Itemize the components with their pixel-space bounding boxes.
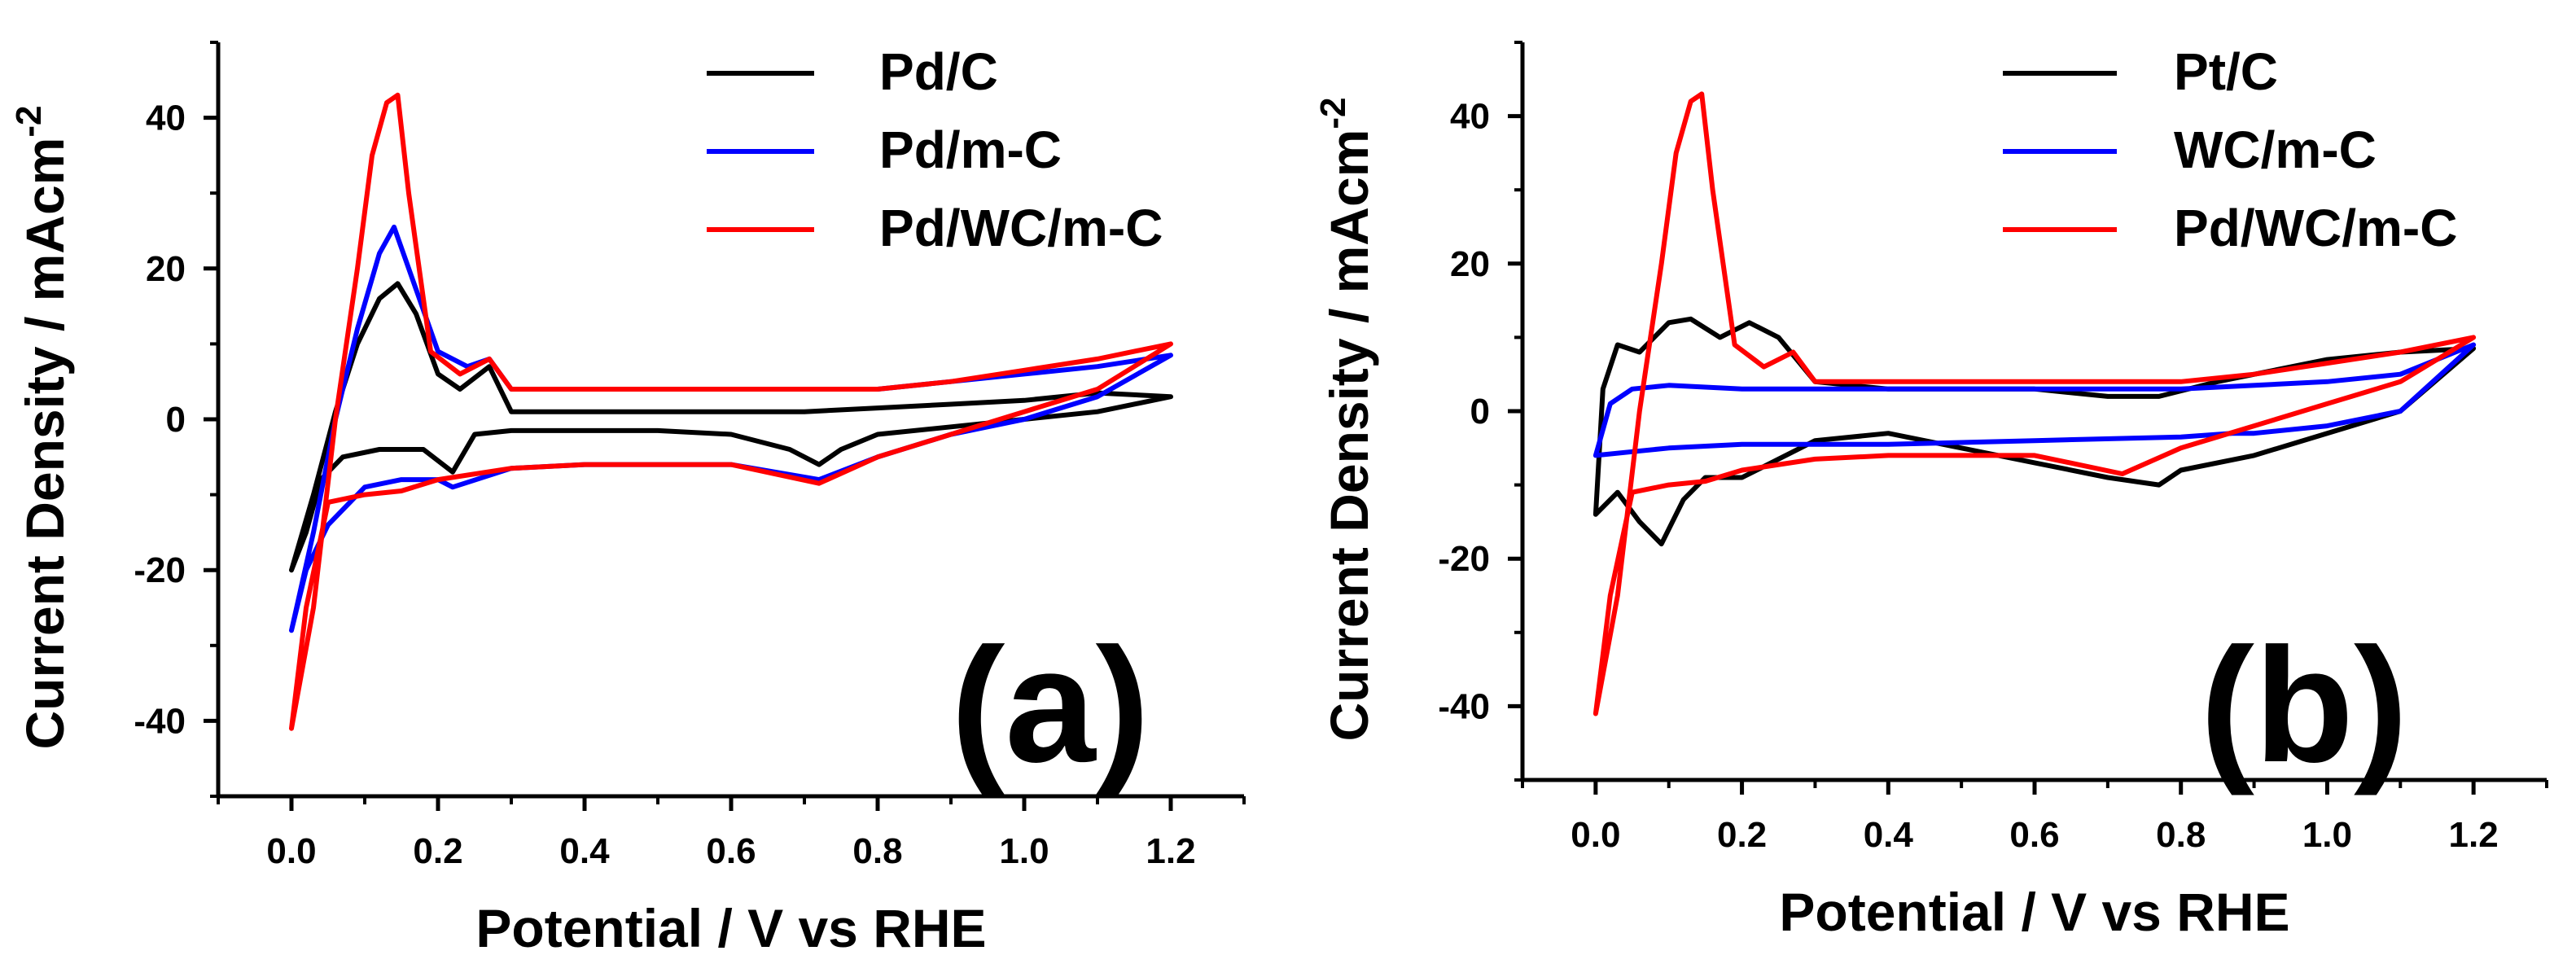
legend-label: Pd/C bbox=[879, 42, 998, 101]
x-tick-label: 0.8 bbox=[2156, 815, 2206, 855]
y-axis-title-text: Current Density / mAcm bbox=[1319, 129, 1379, 742]
y-axis-title-superscript: -2 bbox=[9, 106, 49, 138]
x-tick-label: 1.2 bbox=[2449, 815, 2499, 855]
x-tick-label: 0.4 bbox=[1864, 815, 1914, 855]
series-pt-c bbox=[1592, 316, 2477, 547]
x-tick-label: 0.0 bbox=[266, 831, 316, 871]
legend-label: Pt/C bbox=[2174, 42, 2278, 101]
panel-a: 0.0 0.2 0.4 0.6 0.8 1.0 1.2 -40 -20 0 20 40 Potentia… bbox=[9, 41, 1246, 958]
series-pd-c bbox=[289, 281, 1173, 573]
y-tick-label: -20 bbox=[134, 550, 186, 590]
y-tick-label: 0 bbox=[166, 400, 186, 440]
x-tick-label: 1.0 bbox=[999, 831, 1049, 871]
y-axis-title: Current Density / mAcm-2 bbox=[9, 106, 75, 750]
y-tick-label: 40 bbox=[146, 99, 186, 138]
legend-label: Pd/m-C bbox=[879, 120, 1062, 179]
x-tick-label: 0.6 bbox=[2009, 815, 2059, 855]
x-tick-label: 0.8 bbox=[852, 831, 902, 871]
y-tick-label: 0 bbox=[1470, 392, 1490, 432]
x-tick-label: 0.4 bbox=[559, 831, 610, 871]
y-axis-title-superscript: -2 bbox=[1313, 98, 1353, 129]
x-tick-label: 0.2 bbox=[1717, 815, 1767, 855]
panel-b: 0.0 0.2 0.4 0.6 0.8 1.0 1.2 -40 -20 0 20 40 Potentia… bbox=[1313, 41, 2548, 942]
panel-label: (a) bbox=[951, 615, 1150, 796]
x-axis-title: Potential / V vs RHE bbox=[475, 898, 986, 958]
legend-label: Pd/WC/m-C bbox=[879, 199, 1163, 257]
panel-label: (b) bbox=[2200, 615, 2407, 796]
y-tick-label: 40 bbox=[1450, 97, 1490, 137]
y-tick-label: 20 bbox=[146, 249, 186, 289]
x-tick-label: 0.6 bbox=[706, 831, 756, 871]
x-tick-label: 1.0 bbox=[2302, 815, 2352, 855]
series-pd-wc-m-c bbox=[289, 92, 1173, 731]
y-axis-title: Current Density / mAcm-2 bbox=[1313, 98, 1379, 742]
y-tick-label: -20 bbox=[1438, 539, 1490, 579]
y-tick-label: -40 bbox=[134, 701, 186, 741]
y-axis-title-text: Current Density / mAcm bbox=[15, 138, 75, 750]
y-tick-label: 20 bbox=[1450, 244, 1490, 284]
series-pd-m-c bbox=[289, 224, 1173, 633]
x-tick-label: 0.0 bbox=[1571, 815, 1620, 855]
y-tick-label: -40 bbox=[1438, 686, 1490, 726]
legend-label: WC/m-C bbox=[2174, 120, 2377, 179]
legend-label: Pd/WC/m-C bbox=[2174, 199, 2457, 257]
series-pd-wc-m-c bbox=[1592, 91, 2477, 716]
x-axis-title: Potential / V vs RHE bbox=[1779, 882, 2289, 942]
x-tick-label: 1.2 bbox=[1146, 831, 1195, 871]
x-tick-label: 0.2 bbox=[413, 831, 462, 871]
series-wc-m-c bbox=[1592, 342, 2477, 458]
